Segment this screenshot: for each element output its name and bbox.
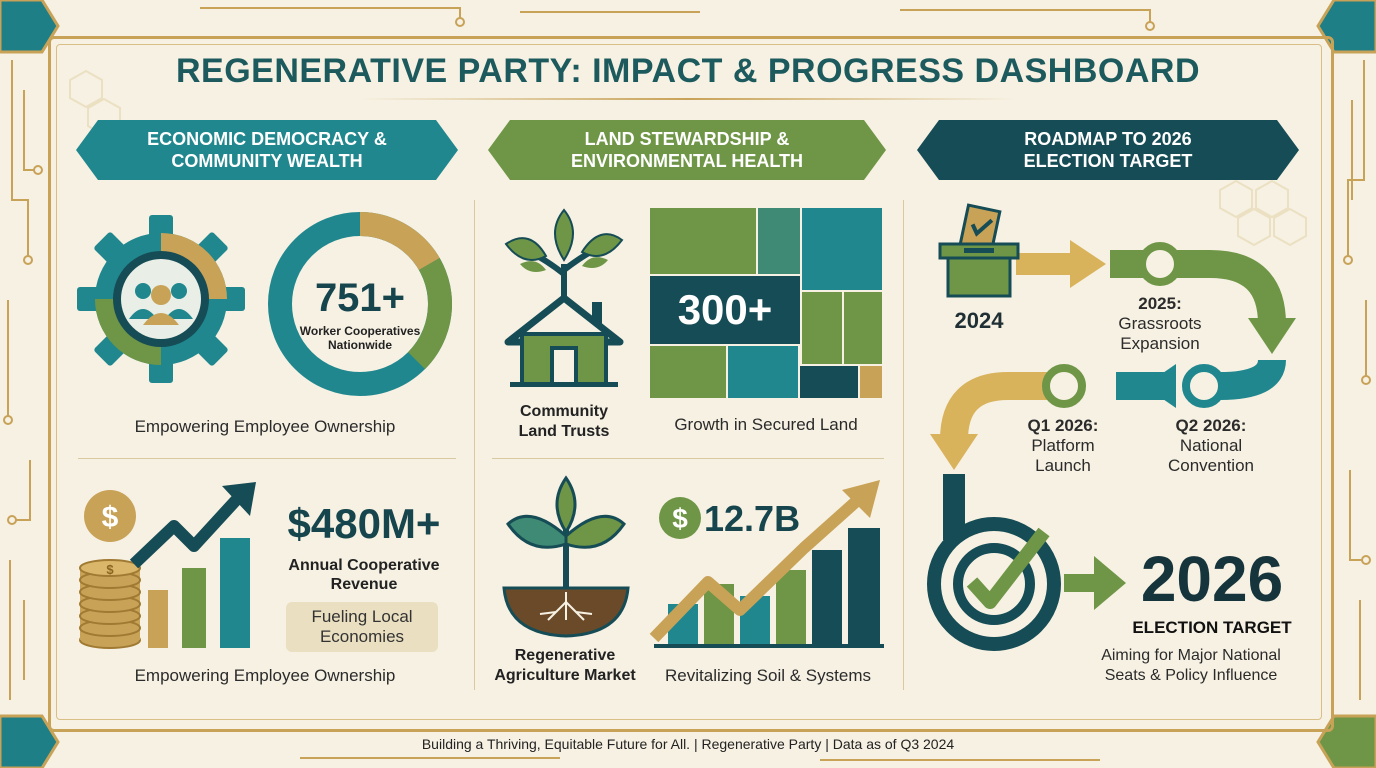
dashboard-inner-frame: [56, 44, 1322, 720]
target-check-icon: [927, 517, 1061, 651]
land-banner-line2: ENVIRONMENTAL HEALTH: [571, 151, 803, 171]
land-trusts-value: 300+: [677, 286, 773, 333]
milestone-2025-line1: Grassroots: [1118, 314, 1202, 333]
land-treemap: [650, 208, 882, 398]
target-label: ELECTION TARGET: [1132, 618, 1292, 637]
economic-banner: ECONOMIC DEMOCRACY & COMMUNITY WEALTH: [76, 120, 458, 180]
cooperatives-label: Worker Cooperatives Nationwide: [282, 324, 438, 352]
target-caption-line2: Seats & Policy Influence: [1104, 667, 1278, 684]
land-trusts-line2: Land Trusts: [518, 423, 610, 440]
revenue-value: $480M+: [287, 500, 441, 547]
economic-banner-line1: ECONOMIC DEMOCRACY &: [147, 129, 387, 149]
milestone-q1-2026: Q1 2026: Platform Launch: [1004, 416, 1122, 476]
revenue-label-line1: Annual Cooperative: [288, 557, 440, 574]
target-caption-line1: Aiming for Major National: [1101, 647, 1281, 664]
land-trusts-line1: Community: [520, 403, 608, 420]
svg-text:$: $: [102, 501, 119, 534]
column-divider: [903, 200, 904, 690]
milestone-q2-year: Q2 2026:: [1175, 416, 1247, 435]
economic-banner-line2: COMMUNITY WEALTH: [171, 151, 363, 171]
roadmap-banner: ROADMAP TO 2026 ELECTION TARGET: [917, 120, 1299, 180]
ballot-box-icon: [938, 203, 1020, 298]
svg-text:$: $: [672, 503, 688, 534]
milestone-q2-line2: Convention: [1167, 456, 1254, 475]
revenue-caption: Empowering Employee Ownership: [134, 666, 396, 685]
row-divider: [492, 458, 884, 459]
revenue-label-line2: Revenue: [330, 576, 398, 593]
agriculture-value: 12.7B: [704, 498, 801, 539]
milestone-q1-year: Q1 2026:: [1027, 416, 1099, 435]
sprout-icon: [502, 475, 630, 638]
land-trusts-caption: Growth in Secured Land: [674, 415, 858, 434]
dashboard-frame: [48, 36, 1334, 732]
gear-people-icon: [77, 215, 245, 383]
badge-line2: Economies: [319, 627, 405, 646]
coin-stack-icon: $ $: [79, 490, 141, 649]
roadmap-path: [930, 240, 1296, 540]
milestone-q1-line2: Launch: [1035, 456, 1091, 475]
milestone-2025: 2025: Grassroots Expansion: [1100, 294, 1220, 354]
cooperatives-label-line2: Nationwide: [327, 338, 392, 352]
column-divider: [474, 200, 475, 690]
footer-text: Building a Thriving, Equitable Future fo…: [421, 736, 955, 752]
agriculture-label: Regenerative Agriculture Market: [484, 646, 646, 686]
agriculture-line2: Agriculture Market: [494, 667, 636, 684]
milestone-2025-year: 2025:: [1138, 294, 1182, 313]
roadmap-banner-line1: ROADMAP TO 2026: [1024, 129, 1192, 149]
agriculture-line1: Regenerative: [514, 647, 616, 664]
agriculture-growth-chart: [649, 480, 884, 648]
tree-house-icon: [504, 208, 624, 387]
page-title: REGENERATIVE PARTY: IMPACT & PROGRESS DA…: [175, 52, 1201, 90]
land-trusts-label: Community Land Trusts: [494, 402, 634, 442]
local-economies-badge: Fueling Local Economies: [286, 602, 438, 652]
milestone-q2-2026: Q2 2026: National Convention: [1150, 416, 1272, 476]
title-divider: [360, 98, 1016, 100]
land-banner: LAND STEWARDSHIP & ENVIRONMENTAL HEALTH: [488, 120, 886, 180]
revenue-label: Annual Cooperative Revenue: [266, 556, 462, 594]
target-year: 2026: [1140, 543, 1284, 615]
roadmap-banner-line2: ELECTION TARGET: [1023, 151, 1193, 171]
cooperatives-caption: Empowering Employee Ownership: [134, 417, 396, 436]
agriculture-dollar-icon: $: [659, 497, 701, 539]
land-banner-line1: LAND STEWARDSHIP &: [584, 129, 790, 149]
svg-text:$: $: [106, 562, 114, 577]
cooperatives-label-line1: Worker Cooperatives: [299, 324, 421, 338]
growth-arrow-icon: [129, 482, 256, 648]
row-divider: [78, 458, 456, 459]
agriculture-caption: Revitalizing Soil & Systems: [665, 666, 871, 685]
cooperatives-value: 751+: [314, 276, 406, 320]
badge-line1: Fueling Local: [311, 607, 413, 626]
milestone-q2-line1: National: [1179, 436, 1243, 455]
target-caption: Aiming for Major National Seats & Policy…: [1080, 646, 1302, 686]
milestone-2024-year: 2024: [954, 308, 1004, 333]
cooperatives-donut: [268, 212, 453, 396]
milestone-q1-line1: Platform: [1031, 436, 1095, 455]
milestone-2025-line2: Expansion: [1120, 334, 1200, 353]
target-arrow-icon: [1064, 556, 1126, 610]
